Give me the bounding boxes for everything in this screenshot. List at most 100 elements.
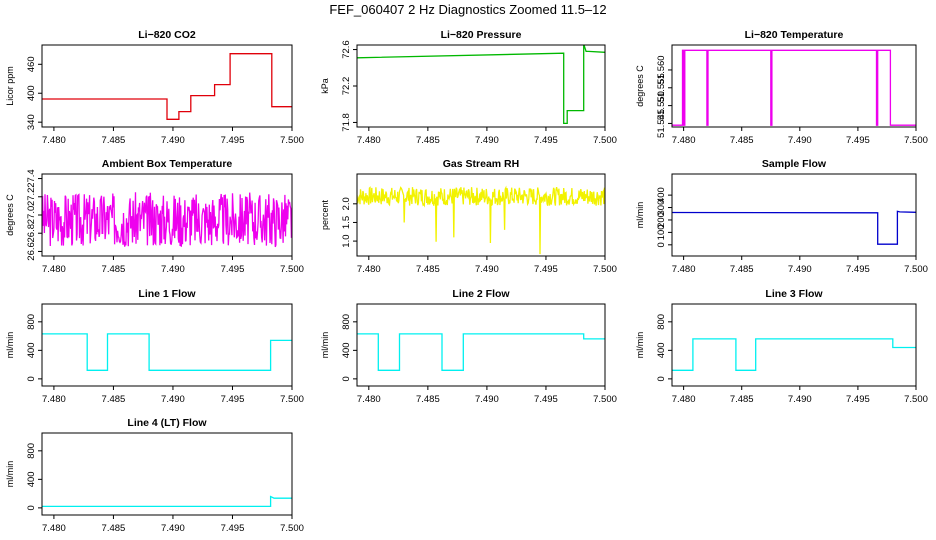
panel-title: Sample Flow [762, 158, 827, 170]
y-tick-label: 0 [26, 376, 37, 381]
y-axis-label: ml/min [635, 332, 645, 359]
x-tick-label: 7.495 [221, 264, 245, 275]
x-tick-label: 7.495 [534, 394, 558, 405]
y-axis-label: Licor ppm [5, 66, 15, 106]
y-tick-label: 1.5 [341, 216, 352, 229]
y-tick-label: 27.0 [26, 206, 37, 225]
y-tick-label: 200 [656, 212, 667, 228]
y-tick-label: 0 [26, 505, 37, 510]
y-axis-label: percent [320, 199, 330, 230]
panel-9: Line 3 Flow 7.480 7.485 7.490 7.495 7.500 0 400… [635, 288, 928, 405]
panel-10: Line 4 (LT) Flow 7.480 7.485 7.490 7.495 7.50… [5, 417, 304, 534]
y-tick-label: 1.0 [341, 234, 352, 247]
panel-title: Li−820 CO2 [138, 29, 196, 41]
x-tick-label: 7.480 [357, 394, 381, 405]
y-tick-label: 0 [656, 376, 667, 381]
x-tick-label: 7.490 [788, 394, 812, 405]
series-line [42, 53, 292, 120]
y-tick-label: 300 [656, 200, 667, 216]
series-line [672, 210, 916, 245]
plot-frame [41, 303, 293, 387]
y-tick-label: 400 [26, 471, 37, 487]
x-tick-label: 7.480 [42, 135, 66, 146]
x-tick-label: 7.490 [161, 135, 185, 146]
panel-2: Li−820 Pressure 7.480 7.485 7.490 7.495 7.500… [320, 29, 617, 146]
plot-frame [41, 432, 293, 516]
y-tick-label: 51.545 [656, 109, 667, 138]
y-axis-label: ml/min [635, 202, 645, 229]
y-tick-label: 400 [656, 342, 667, 358]
y-tick-label: 71.8 [341, 113, 352, 132]
y-tick-label: 51.560 [656, 55, 667, 84]
x-tick-label: 7.480 [42, 264, 66, 275]
plot-frame [671, 173, 917, 257]
series-line [42, 192, 292, 248]
y-tick-label: 72.6 [341, 40, 352, 59]
series-line [357, 333, 605, 371]
series-line [357, 45, 605, 125]
y-tick-label: 2.0 [341, 197, 352, 210]
x-tick-label: 7.500 [904, 394, 928, 405]
panel-title: Ambient Box Temperature [102, 158, 233, 170]
panel-3: Li−820 Temperature 7.480 7.485 7.490 7.495 7.… [635, 29, 928, 146]
x-tick-label: 7.485 [416, 135, 440, 146]
y-tick-label: 800 [341, 314, 352, 330]
y-tick-label: 51.550 [656, 91, 667, 120]
panel-title: Line 4 (LT) Flow [127, 417, 207, 429]
y-tick-label: 800 [26, 314, 37, 330]
series-line [672, 49, 916, 126]
x-tick-label: 7.495 [846, 135, 870, 146]
x-tick-label: 7.480 [672, 135, 696, 146]
y-tick-label: 400 [341, 342, 352, 358]
x-tick-label: 7.495 [534, 135, 558, 146]
x-tick-label: 7.500 [593, 135, 617, 146]
panel-6: Sample Flow 7.480 7.485 7.490 7.495 7.500 0 100… [635, 158, 928, 275]
y-axis-label: ml/min [320, 332, 330, 359]
panel-title: Line 3 Flow [765, 288, 823, 300]
x-tick-label: 7.485 [416, 394, 440, 405]
y-tick-label: 800 [656, 314, 667, 330]
x-tick-label: 7.500 [904, 264, 928, 275]
x-tick-label: 7.490 [475, 264, 499, 275]
x-tick-label: 7.490 [788, 264, 812, 275]
panel-title: Li−820 Temperature [745, 29, 844, 41]
y-tick-label: 340 [26, 114, 37, 130]
x-tick-label: 7.485 [102, 135, 126, 146]
plot-frame [671, 303, 917, 387]
y-axis-label: ml/min [5, 461, 15, 488]
x-tick-label: 7.485 [416, 264, 440, 275]
x-tick-label: 7.490 [161, 523, 185, 534]
plot-frame [41, 44, 293, 128]
x-tick-label: 7.480 [357, 264, 381, 275]
plot-frame [356, 303, 606, 387]
y-tick-label: 400 [656, 187, 667, 203]
panel-5: Gas Stream RH 7.480 7.485 7.490 7.495 7.500 1.… [320, 158, 617, 275]
x-tick-label: 7.490 [475, 135, 499, 146]
x-tick-label: 7.485 [730, 264, 754, 275]
x-tick-label: 7.495 [534, 264, 558, 275]
x-tick-label: 7.495 [221, 523, 245, 534]
y-tick-label: 800 [26, 443, 37, 459]
series-line [42, 333, 292, 371]
series-line [42, 495, 292, 508]
panel-title: Gas Stream RH [443, 158, 519, 170]
x-tick-label: 7.485 [730, 394, 754, 405]
x-tick-label: 7.495 [221, 394, 245, 405]
y-tick-label: 0 [656, 242, 667, 247]
x-tick-label: 7.500 [280, 264, 304, 275]
x-tick-label: 7.500 [280, 394, 304, 405]
page-title: FEF_060407 2 Hz Diagnostics Zoomed 11.5–… [329, 2, 607, 17]
x-tick-label: 7.500 [593, 264, 617, 275]
y-axis-label: degrees C [635, 65, 645, 107]
plot-frame [356, 173, 606, 257]
y-axis-label: kPa [320, 78, 330, 94]
y-axis-label: ml/min [5, 332, 15, 359]
x-tick-label: 7.485 [102, 394, 126, 405]
y-tick-label: 27.4 [26, 169, 37, 188]
panel-7: Line 1 Flow 7.480 7.485 7.490 7.495 7.500 0 400… [5, 288, 304, 405]
panel-4: Ambient Box Temperature 7.480 7.485 7.490 7.… [5, 158, 304, 275]
x-tick-label: 7.500 [593, 394, 617, 405]
y-tick-label: 0 [341, 376, 352, 381]
x-tick-label: 7.490 [475, 394, 499, 405]
x-tick-label: 7.490 [161, 264, 185, 275]
